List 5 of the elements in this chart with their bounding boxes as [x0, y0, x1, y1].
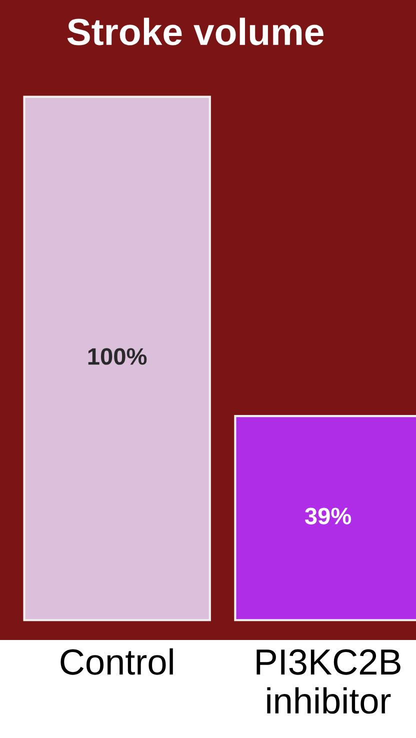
data-label: 100%: [88, 348, 147, 365]
data-label: 39%: [304, 508, 352, 524]
x-tick-label: PI3KC2B inhibitor: [256, 649, 400, 714]
x-tick-label: Control: [60, 648, 173, 675]
chart-title: Stroke volume: [67, 18, 324, 46]
